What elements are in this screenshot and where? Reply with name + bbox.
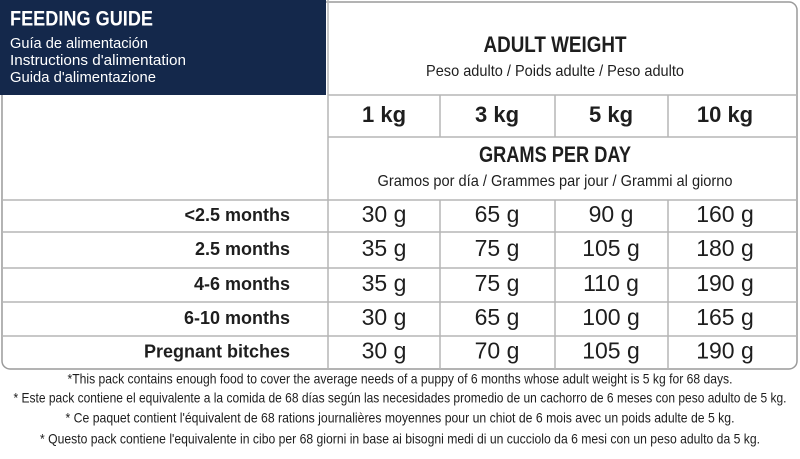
cell-value: 105 g	[582, 235, 640, 261]
cell-value: 35 g	[362, 235, 407, 261]
grid	[327, 0, 797, 369]
row-label: <2.5 months	[184, 205, 290, 225]
cell-value: 35 g	[362, 270, 407, 296]
cell-value: 110 g	[583, 270, 639, 296]
header-box	[0, 0, 326, 95]
footnote: *This pack contains enough food to cover…	[68, 371, 733, 387]
weight-header: 1 kg	[362, 102, 406, 127]
footnote: * Questo pack contiene l'equivalente in …	[40, 431, 760, 447]
cell-value: 165 g	[696, 304, 754, 330]
weight-heading: ADULT WEIGHT	[484, 32, 627, 57]
cell-value: 190 g	[696, 338, 754, 364]
cell-value: 75 g	[475, 270, 520, 296]
cell-value: 30 g	[362, 304, 407, 330]
cell-value: 75 g	[475, 235, 520, 261]
row-label: 6-10 months	[184, 308, 290, 328]
row-label: 2.5 months	[195, 239, 290, 259]
amount-subheading: Gramos por día / Grammes par jour / Gram…	[378, 173, 733, 190]
header-title: FEEDING GUIDE	[10, 8, 153, 31]
footnote: * Ce paquet contient l'équivalent de 68 …	[66, 410, 735, 426]
cell-value: 30 g	[362, 338, 407, 364]
cell-value: 30 g	[362, 201, 407, 227]
weight-subheading: Peso adulto / Poids adulte / Peso adulto	[426, 63, 684, 80]
row-label: Pregnant bitches	[144, 341, 290, 361]
amount-heading: GRAMS PER DAY	[479, 142, 631, 167]
cell-value: 160 g	[696, 201, 754, 227]
cell-value: 180 g	[696, 235, 754, 261]
header-subtitle: Instructions d'alimentation	[10, 52, 186, 69]
cell-value: 100 g	[582, 304, 640, 330]
cell-value: 90 g	[589, 201, 634, 227]
cell-value: 105 g	[582, 338, 640, 364]
cell-value: 65 g	[475, 201, 520, 227]
cell-value: 65 g	[475, 304, 520, 330]
footnote: * Este pack contiene el equivalente a la…	[14, 390, 787, 406]
weight-header: 3 kg	[475, 102, 519, 127]
header-subtitle: Guía de alimentación	[10, 35, 148, 52]
header-subtitle: Guida d'alimentazione	[10, 69, 156, 86]
weight-header: 10 kg	[697, 102, 753, 127]
cell-value: 190 g	[696, 270, 754, 296]
weight-header: 5 kg	[589, 102, 633, 127]
row-label: 4-6 months	[194, 274, 290, 294]
cell-value: 70 g	[475, 338, 520, 364]
